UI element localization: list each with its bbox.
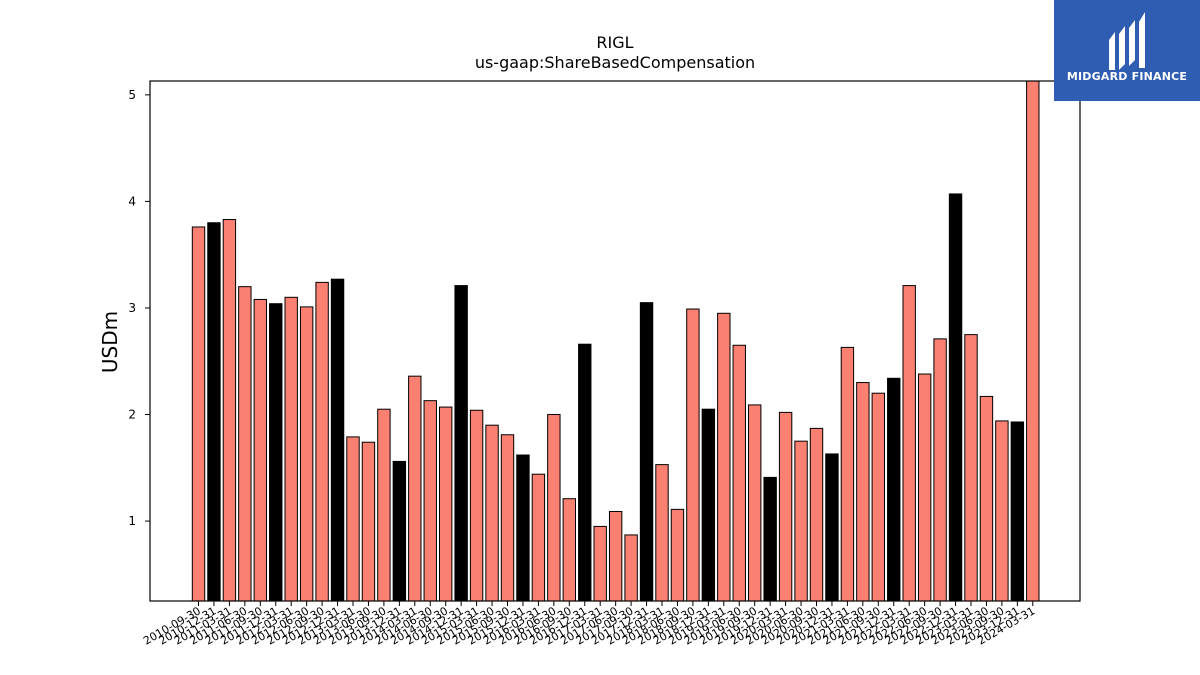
bar-2012-06-30 bbox=[299, 306, 314, 602]
bar-2014-09-30 bbox=[439, 406, 453, 602]
plot-frame bbox=[149, 80, 1081, 602]
bar-2021-09-30 bbox=[871, 392, 885, 602]
bar-2016-12-31 bbox=[578, 343, 592, 602]
bar-2015-06-30 bbox=[485, 424, 499, 602]
bar-2018-03-31 bbox=[655, 464, 669, 602]
bar-2017-09-30 bbox=[624, 534, 638, 602]
bar-2012-09-30 bbox=[315, 281, 329, 602]
bar-2013-03-31 bbox=[346, 436, 360, 602]
bar-2016-03-31 bbox=[531, 473, 546, 602]
bar-2013-09-30 bbox=[377, 408, 391, 602]
bar-2016-06-30 bbox=[547, 414, 561, 602]
bar-2013-12-31 bbox=[392, 460, 407, 602]
bar-2010-09-30 bbox=[191, 226, 206, 602]
bar-2017-06-30 bbox=[608, 510, 623, 602]
bar-2020-06-30 bbox=[794, 440, 808, 602]
bar-2016-09-30 bbox=[562, 498, 576, 602]
bar-2023-09-30 bbox=[995, 420, 1009, 602]
bar-2015-09-30 bbox=[500, 434, 515, 602]
bar-2017-03-31 bbox=[593, 525, 607, 602]
bar-2022-12-31 bbox=[948, 193, 963, 602]
y-axis-label: USDm bbox=[98, 311, 122, 373]
bar-2024-03-31 bbox=[1026, 80, 1040, 602]
bar-2023-12-31 bbox=[1010, 421, 1025, 602]
brand-mark-icon bbox=[1109, 12, 1145, 70]
bar-2020-09-30 bbox=[809, 427, 824, 602]
bar-2013-06-30 bbox=[361, 441, 376, 602]
bar-2011-06-30 bbox=[238, 286, 252, 602]
y-tick-label: 1 bbox=[128, 514, 136, 528]
bar-2022-03-31 bbox=[902, 285, 916, 602]
brand-name: MIDGARD FINANCE bbox=[1066, 70, 1188, 83]
bar-2011-12-31 bbox=[269, 303, 283, 602]
bar-2022-06-30 bbox=[917, 373, 932, 602]
bar-2021-06-30 bbox=[856, 382, 870, 602]
brand-logo: MIDGARD FINANCE bbox=[1054, 0, 1200, 101]
bar-2014-12-31 bbox=[454, 285, 468, 602]
bar-2019-12-31 bbox=[763, 476, 777, 602]
bar-2023-06-30 bbox=[979, 395, 994, 602]
bar-2020-03-31 bbox=[778, 411, 793, 602]
bar-2015-12-31 bbox=[516, 454, 530, 602]
y-axis-ticks: 1 2 3 4 5 bbox=[128, 88, 150, 528]
bar-2021-12-31 bbox=[887, 377, 901, 602]
bar-2018-09-30 bbox=[686, 308, 700, 602]
bar-2015-03-31 bbox=[469, 409, 484, 602]
bar-2014-06-30 bbox=[423, 400, 437, 602]
bar-2022-09-30 bbox=[933, 338, 947, 602]
chart-subtitle: us-gaap:ShareBasedCompensation bbox=[475, 53, 755, 72]
chart-title: RIGL bbox=[596, 33, 633, 52]
bar-2012-12-31 bbox=[330, 278, 345, 602]
x-axis-ticks: 2010-09-302010-12-312011-03-312011-06-30… bbox=[141, 601, 1037, 648]
y-tick-label: 4 bbox=[128, 194, 136, 208]
bar-2014-03-31 bbox=[408, 375, 422, 602]
bar-2018-06-30 bbox=[670, 508, 685, 602]
bar-2021-03-31 bbox=[840, 346, 855, 602]
bar-2010-12-31 bbox=[207, 222, 221, 602]
y-tick-label: 3 bbox=[128, 301, 136, 315]
bar-2011-09-30 bbox=[253, 298, 268, 602]
bar-2019-06-30 bbox=[732, 344, 746, 602]
bar-2023-03-31 bbox=[964, 334, 978, 602]
bar-2011-03-31 bbox=[222, 219, 237, 602]
bar-2020-12-31 bbox=[825, 453, 839, 602]
bar-2017-12-31 bbox=[639, 302, 654, 602]
bar-series bbox=[191, 80, 1040, 602]
bar-2018-12-31 bbox=[701, 408, 716, 602]
bar-2012-03-31 bbox=[284, 296, 298, 602]
bar-2019-09-30 bbox=[748, 404, 762, 602]
y-tick-label: 2 bbox=[128, 408, 136, 422]
bar-2019-03-31 bbox=[717, 312, 731, 602]
y-tick-label: 5 bbox=[128, 88, 136, 102]
